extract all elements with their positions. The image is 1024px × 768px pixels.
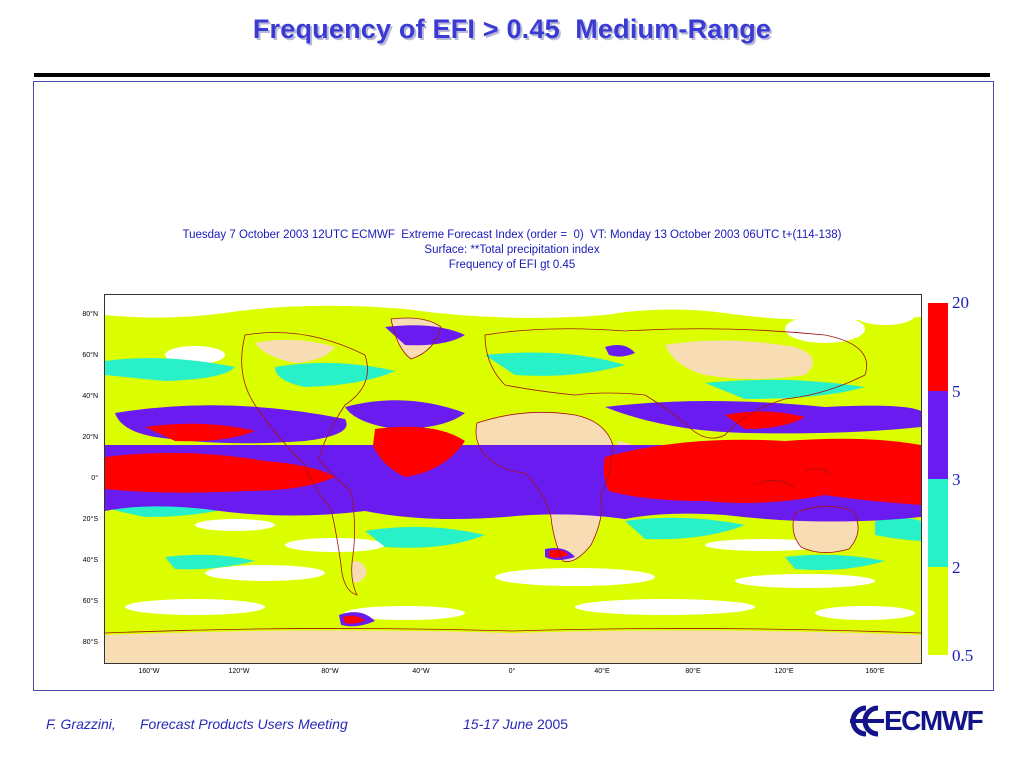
lat-label-60n: 60°N [82,352,98,359]
figure-frame [33,81,994,691]
color-legend [928,303,948,655]
lon-label-0: 0° [508,668,516,675]
legend-label-20: 20 [952,293,969,312]
lon-label-40w: 40°W [412,668,430,675]
ecmwf-logo-text: ECMWF [884,705,984,736]
legend-label-0.5: 0.5 [952,646,974,665]
lon-label-120e: 120°E [774,668,794,675]
footer-author: F. Grazzini, [46,716,116,732]
footer-date-days: 15-17 June [463,716,534,732]
no-signal-ocean-areas [105,295,921,620]
lon-label-40e: 40°E [594,668,610,675]
title-divider [34,73,990,77]
lat-label-20n: 20°N [82,434,98,441]
lat-label-40n: 40°N [82,393,98,400]
footer-meeting: Forecast Products Users Meeting [140,716,348,732]
legend-swatch-3-to-5 [928,391,948,479]
plot-header-line2: Surface: **Total precipitation index [424,244,600,256]
lon-label-120w: 120°W [228,668,250,675]
legend-swatch-2-to-3 [928,479,948,567]
slide-title: Frequency of EFI > 0.45 Medium-Range [252,14,772,44]
level-above-5-areas [105,411,921,624]
ecmwf-logo: ECMWF [846,704,992,738]
legend-swatch-0.5-to-2 [928,567,948,655]
lon-label-80w: 80°W [321,668,339,675]
legend-label-2: 2 [952,558,961,577]
lat-label-80n: 80°N [82,311,98,318]
footer-date-year: 2005 [533,716,569,732]
lon-label-160w: 160°W [138,668,160,675]
lat-label-20s: 20°S [82,516,98,523]
footer-date: 15-17 June 2005 [463,716,568,732]
legend-label-3: 3 [952,470,961,489]
plot-header-line1: Tuesday 7 October 2003 12UTC ECMWF Extre… [182,229,842,241]
efi-frequency-map [105,295,921,663]
lat-label-equator: 0° [91,475,98,482]
lat-label-80s: 80°S [82,639,98,646]
ecmwf-logo-mark-icon [850,705,884,737]
world-map [104,294,922,664]
lon-label-160e: 160°E [865,668,885,675]
lat-label-40s: 40°S [82,557,98,564]
lat-label-60s: 60°S [82,598,98,605]
lon-label-80e: 80°E [685,668,701,675]
coastlines [105,317,921,634]
legend-label-5: 5 [952,382,961,401]
plot-header-line3: Frequency of EFI gt 0.45 [448,259,576,271]
legend-swatch-above-5 [928,303,948,391]
